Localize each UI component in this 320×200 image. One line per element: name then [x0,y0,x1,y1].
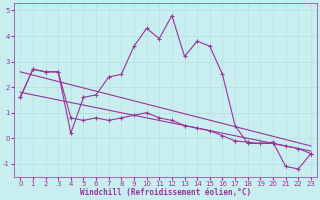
X-axis label: Windchill (Refroidissement éolien,°C): Windchill (Refroidissement éolien,°C) [80,188,251,197]
